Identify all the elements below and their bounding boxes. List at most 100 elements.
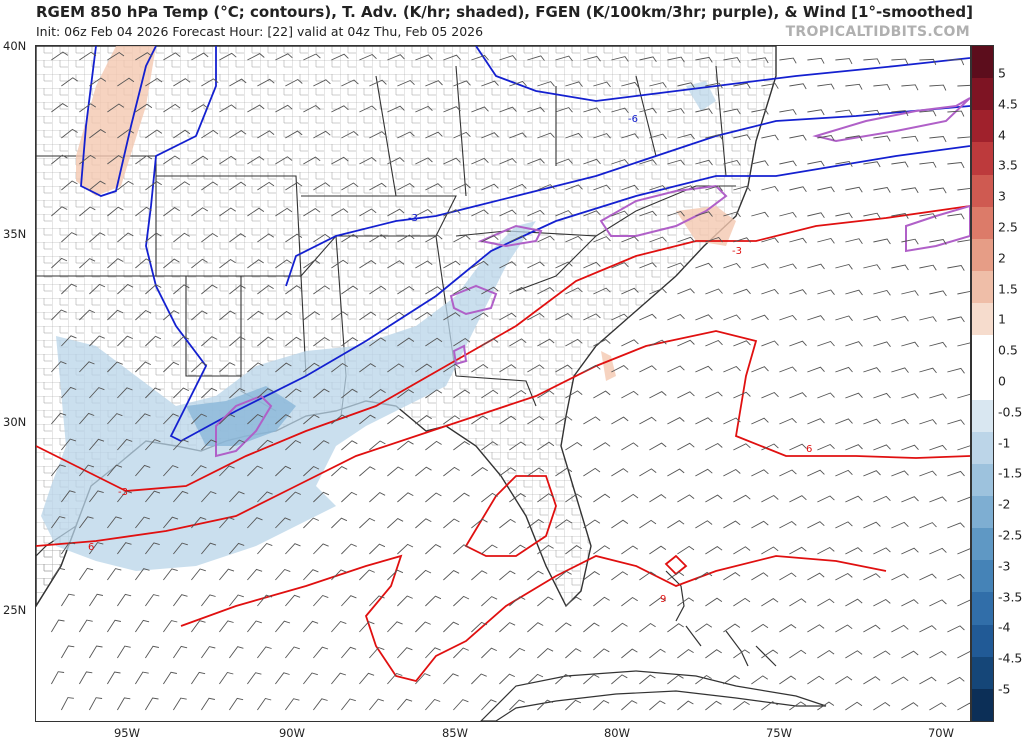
wind-barb <box>565 132 583 139</box>
wind-barb <box>761 701 778 711</box>
wind-barb <box>173 232 190 243</box>
wind-barb <box>425 183 443 191</box>
wind-barb <box>219 52 237 61</box>
fgen-contours <box>215 97 970 458</box>
wind-barb <box>527 55 545 61</box>
wind-barb <box>649 288 667 295</box>
wind-barb <box>779 314 797 321</box>
lon-label: 95W <box>113 726 141 740</box>
wind-barb <box>845 547 863 555</box>
wind-barb <box>537 235 555 243</box>
wind-barb <box>901 650 919 659</box>
wind-barb <box>761 546 779 555</box>
wind-barb <box>583 467 601 477</box>
wind-barb <box>285 439 302 451</box>
colorbar-cell <box>972 431 993 464</box>
wind-barb <box>817 289 835 295</box>
wind-barb <box>779 57 797 64</box>
wind-barb <box>145 232 162 243</box>
wind-barb <box>173 439 189 451</box>
wind-barb <box>117 542 132 555</box>
wind-barb <box>257 439 274 451</box>
wind-barb <box>639 313 657 321</box>
wind-barb <box>397 79 415 87</box>
wind-barb <box>89 283 106 295</box>
wind-barb <box>51 206 68 217</box>
wind-barb <box>257 130 275 139</box>
wind-barb <box>845 289 863 296</box>
wind-barb <box>387 518 404 529</box>
wind-barb <box>415 466 432 477</box>
wind-barb <box>163 207 180 217</box>
wind-barb <box>173 697 187 711</box>
wind-barb <box>499 312 517 321</box>
colorbar-label: 1.5 <box>998 281 1018 297</box>
wind-barb <box>425 544 442 555</box>
wind-barb <box>611 365 629 373</box>
wind-barb <box>611 210 629 217</box>
wind-barb <box>285 698 300 711</box>
wind-barb <box>135 258 152 269</box>
wind-barb <box>387 157 405 165</box>
wind-barb <box>341 543 357 555</box>
wind-barb <box>229 336 246 347</box>
wind-barb <box>191 52 209 61</box>
wind-barb <box>117 232 134 243</box>
wind-barb <box>565 545 582 555</box>
colorbar-cell <box>972 560 993 593</box>
wind-barb <box>415 105 433 113</box>
wind-barb <box>229 284 246 295</box>
wind-barb <box>929 444 947 451</box>
wind-barb <box>443 106 461 113</box>
wind-barb <box>639 107 657 114</box>
wind-barb <box>901 135 919 142</box>
lon-label: 90W <box>278 726 306 740</box>
wind-barb <box>61 335 77 347</box>
wind-barb <box>639 519 657 529</box>
wind-barb <box>695 365 713 373</box>
wind-barb <box>667 674 684 685</box>
wind-barb <box>163 361 180 373</box>
wind-barb <box>79 361 95 373</box>
wind-barb <box>947 265 965 271</box>
wind-barb <box>275 207 293 217</box>
wind-barb <box>807 212 825 218</box>
wind-barb <box>537 184 555 191</box>
wind-barb <box>695 571 713 581</box>
wind-barb <box>89 180 106 191</box>
bahamas-outline <box>665 570 777 667</box>
wind-barb <box>527 570 544 581</box>
wind-barb <box>219 620 234 633</box>
colorbar-label: -2.5 <box>998 527 1023 543</box>
wind-barb <box>667 108 685 114</box>
map-subtitle: Init: 06z Feb 04 2026 Forecast Hour: [22… <box>36 24 484 39</box>
wind-barb <box>387 672 403 685</box>
wind-barb <box>415 415 432 425</box>
wind-barb <box>285 594 301 607</box>
wind-barb <box>397 131 415 139</box>
colorbar-label: 4 <box>998 127 1006 143</box>
colorbar-cell <box>972 174 993 207</box>
wind-barb <box>173 78 191 87</box>
wind-barb <box>313 79 331 87</box>
colorbar-label: -4.5 <box>998 650 1023 666</box>
colorbar-cell <box>972 110 993 143</box>
wind-barb <box>247 259 264 269</box>
wind-barb <box>303 311 320 321</box>
wind-barb <box>901 702 919 711</box>
wind-barb <box>863 58 881 65</box>
wind-barb <box>901 444 919 451</box>
wind-barb <box>443 621 459 633</box>
wind-barb <box>341 234 359 243</box>
wind-barb <box>677 339 695 347</box>
wind-barb <box>789 443 807 451</box>
wind-barb <box>117 335 133 347</box>
wind-barb <box>751 366 769 373</box>
wind-barb <box>873 444 891 451</box>
wind-barb <box>695 56 713 63</box>
wind-barb <box>397 492 414 503</box>
wind-barb <box>705 700 722 711</box>
wind-barb <box>929 650 947 659</box>
wind-barb <box>89 490 104 503</box>
wind-barb <box>313 543 329 555</box>
